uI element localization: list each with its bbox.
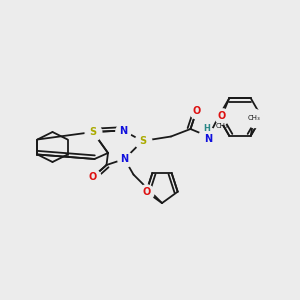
Text: H: H — [204, 124, 210, 134]
Text: O: O — [142, 187, 150, 197]
Text: CH₃: CH₃ — [248, 115, 260, 121]
Text: O: O — [218, 111, 226, 121]
Text: N: N — [120, 154, 129, 164]
Text: S: S — [139, 136, 146, 146]
Text: CH₃: CH₃ — [216, 123, 228, 129]
Text: N: N — [119, 125, 127, 136]
Text: N: N — [204, 134, 213, 145]
Text: O: O — [192, 106, 201, 116]
Text: O: O — [89, 172, 97, 182]
Text: S: S — [89, 127, 97, 137]
